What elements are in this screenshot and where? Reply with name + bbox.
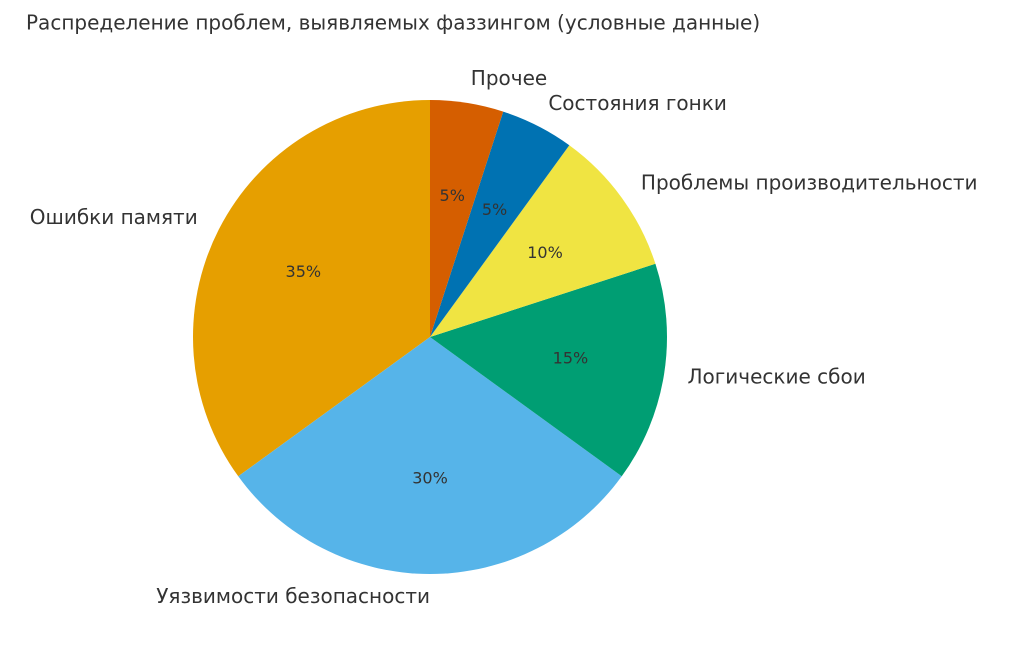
pie-slice	[193, 100, 430, 477]
value-label: 5%	[440, 186, 465, 205]
value-label: 15%	[553, 349, 589, 368]
pie-slice	[430, 263, 667, 477]
slice-label: Ошибки памяти	[30, 205, 198, 229]
chart-title: Распределение проблем, выявляемых фаззин…	[26, 11, 760, 35]
value-label: 10%	[527, 243, 563, 262]
value-label: 30%	[412, 469, 448, 488]
slice-label: Состояния гонки	[548, 91, 726, 115]
pie-slice	[430, 100, 504, 337]
pie-slice	[238, 337, 622, 574]
pie-slice	[430, 145, 656, 337]
slice-label: Уязвимости безопасности	[156, 584, 430, 608]
slice-label: Прочее	[471, 66, 547, 90]
slice-label: Логические сбои	[687, 364, 865, 388]
pie-slice	[430, 111, 570, 337]
slice-label: Проблемы производительности	[641, 170, 978, 194]
value-label: 35%	[286, 262, 322, 281]
value-label: 5%	[482, 200, 507, 219]
